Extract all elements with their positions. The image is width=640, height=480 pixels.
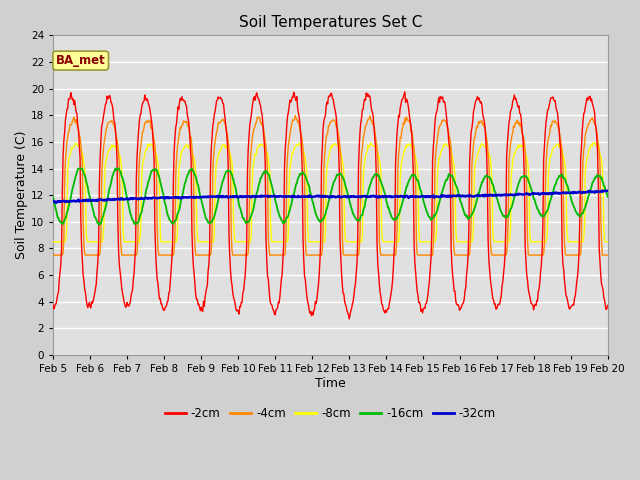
Text: BA_met: BA_met — [56, 54, 106, 67]
Y-axis label: Soil Temperature (C): Soil Temperature (C) — [15, 131, 28, 259]
Title: Soil Temperatures Set C: Soil Temperatures Set C — [239, 15, 422, 30]
Legend: -2cm, -4cm, -8cm, -16cm, -32cm: -2cm, -4cm, -8cm, -16cm, -32cm — [160, 402, 500, 425]
X-axis label: Time: Time — [315, 377, 346, 390]
